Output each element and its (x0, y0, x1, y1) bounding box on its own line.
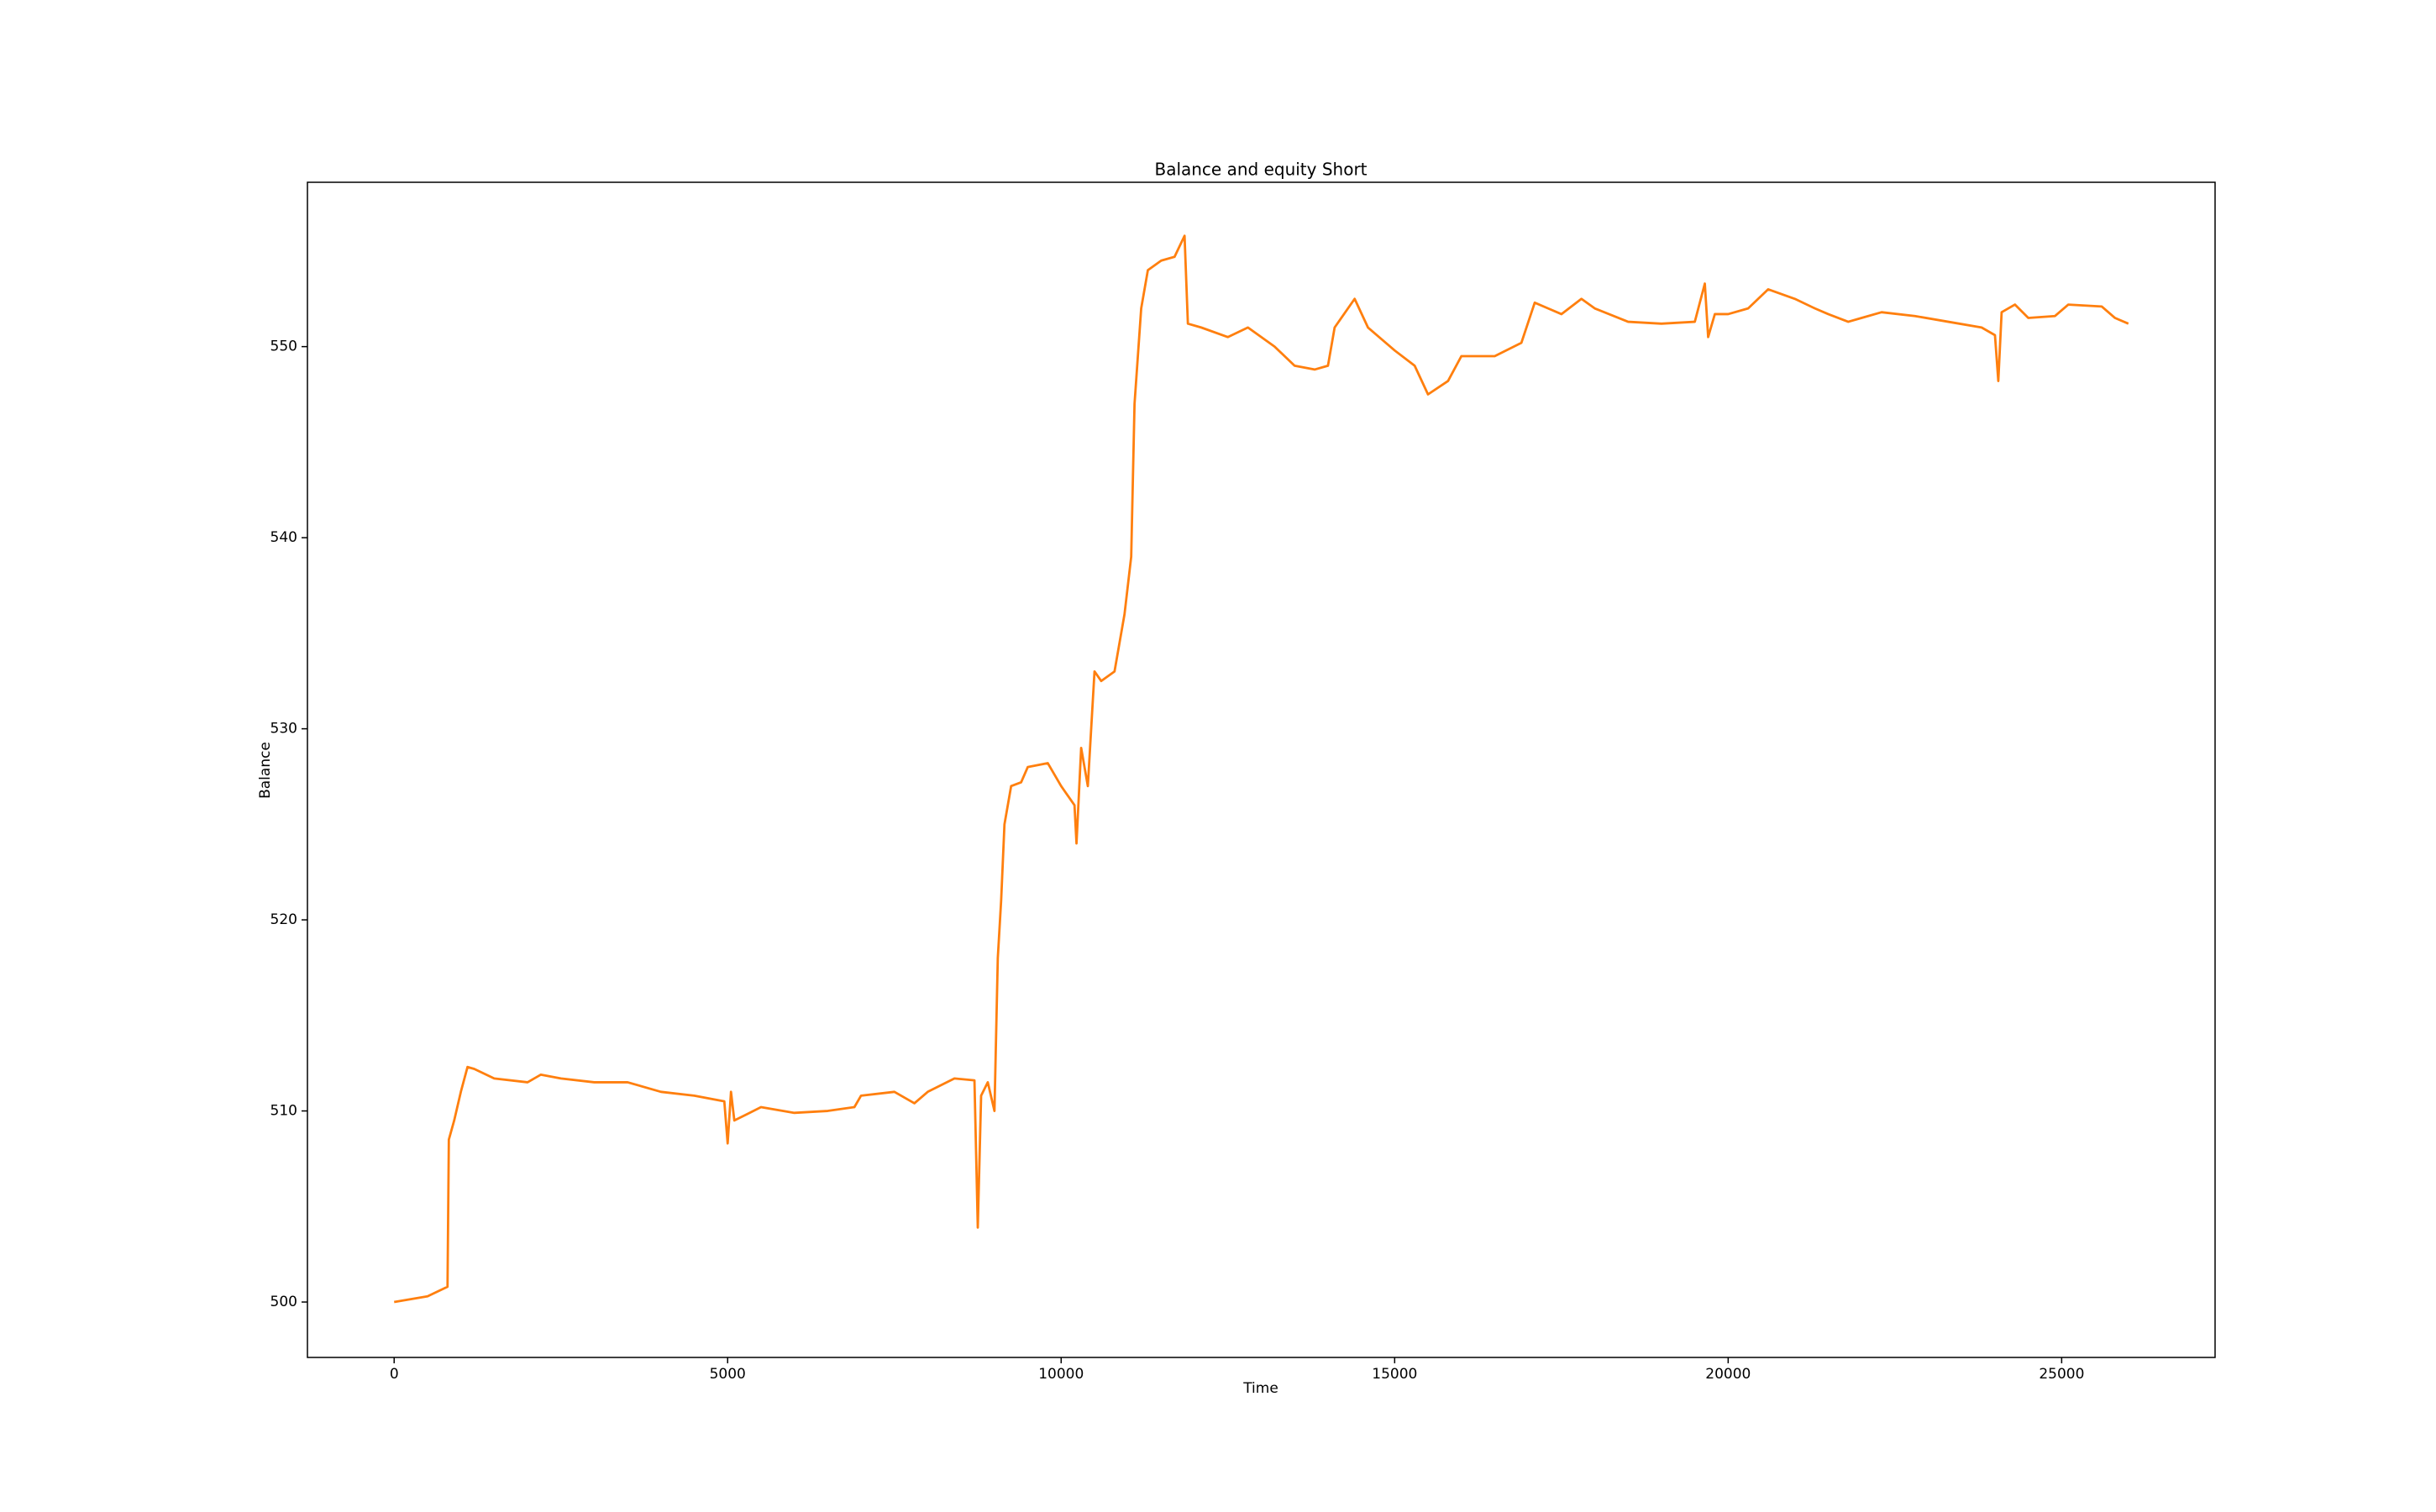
y-tick-label: 520 (270, 911, 297, 928)
x-tick-label: 20000 (1705, 1366, 1751, 1383)
y-tick-label: 510 (270, 1103, 297, 1120)
line-series (393, 234, 2129, 1304)
y-tick-label: 540 (270, 529, 297, 546)
x-tick-label: 15000 (1372, 1366, 1417, 1383)
x-tick-label: 5000 (710, 1366, 746, 1383)
y-tick-label: 530 (270, 721, 297, 738)
plot-frame (307, 181, 2216, 1358)
x-tick-label: 10000 (1038, 1366, 1084, 1383)
chart-title: Balance and equity Short (1154, 160, 1367, 180)
y-axis-label: Balance (257, 742, 274, 799)
x-tick-label: 25000 (2039, 1366, 2084, 1383)
x-tick-label: 0 (390, 1366, 399, 1383)
x-axis-label: Time (1242, 1380, 1278, 1397)
y-tick-label: 500 (270, 1294, 297, 1310)
y-tick-label: 550 (270, 339, 297, 355)
